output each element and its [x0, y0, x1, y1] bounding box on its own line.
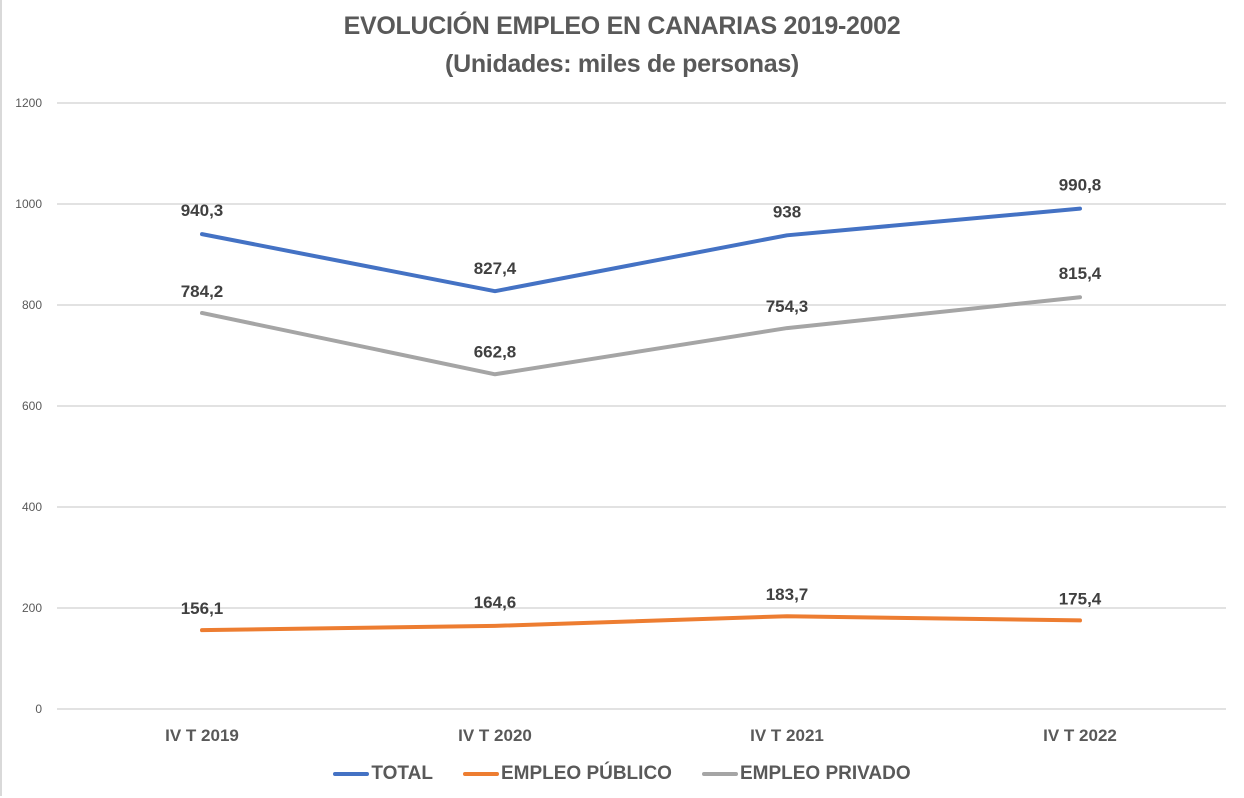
legend-item-total[interactable]: TOTAL [333, 763, 433, 785]
legend-label-empleo-publico: EMPLEO PÚBLICO [500, 763, 672, 784]
x-tick-label: IV T 2021 [750, 726, 824, 745]
data-label: 662,8 [474, 342, 517, 361]
y-tick-label: 400 [22, 500, 42, 514]
legend-swatch-total [333, 772, 370, 776]
data-label: 754,3 [766, 297, 809, 316]
x-tick-label: IV T 2022 [1043, 726, 1117, 745]
data-label: 940,3 [181, 201, 224, 220]
data-label: 938 [773, 202, 801, 221]
y-tick-label: 0 [35, 702, 42, 716]
legend-swatch-empleo-publico [462, 772, 499, 776]
chart-subtitle: (Unidades: miles de personas) [445, 50, 799, 78]
data-label: 183,7 [766, 585, 809, 604]
legend-label-empleo-privado: EMPLEO PRIVADO [739, 763, 911, 784]
data-label: 827,4 [474, 259, 517, 278]
data-label: 175,4 [1059, 589, 1102, 608]
y-tick-label: 1200 [15, 96, 42, 110]
y-tick-label: 1000 [15, 197, 42, 211]
data-label: 784,2 [181, 282, 224, 301]
chart-title: EVOLUCIÓN EMPLEO EN CANARIAS 2019-2002 [343, 12, 901, 40]
y-tick-label: 600 [22, 399, 42, 413]
legend-item-empleo-privado[interactable]: EMPLEO PRIVADO [701, 763, 911, 785]
data-label: 815,4 [1059, 264, 1102, 283]
series-line-empleo-publico[interactable] [200, 614, 1082, 633]
x-tick-label: IV T 2020 [458, 726, 532, 745]
y-tick-label: 200 [22, 601, 42, 615]
y-tick-label: 800 [22, 298, 42, 312]
legend-swatch-empleo-privado [701, 772, 738, 776]
series-line-empleo-privado[interactable] [200, 295, 1082, 377]
legend-label-total: TOTAL [371, 763, 433, 784]
data-label: 164,6 [474, 593, 517, 612]
series-line-total[interactable] [200, 206, 1082, 294]
data-label: 156,1 [181, 599, 224, 618]
data-label: 990,8 [1059, 176, 1102, 195]
x-tick-label: IV T 2019 [165, 726, 239, 745]
legend-item-empleo-publico[interactable]: EMPLEO PÚBLICO [462, 763, 672, 785]
legend: TOTAL EMPLEO PÚBLICO EMPLEO PRIVADO [0, 763, 1244, 785]
